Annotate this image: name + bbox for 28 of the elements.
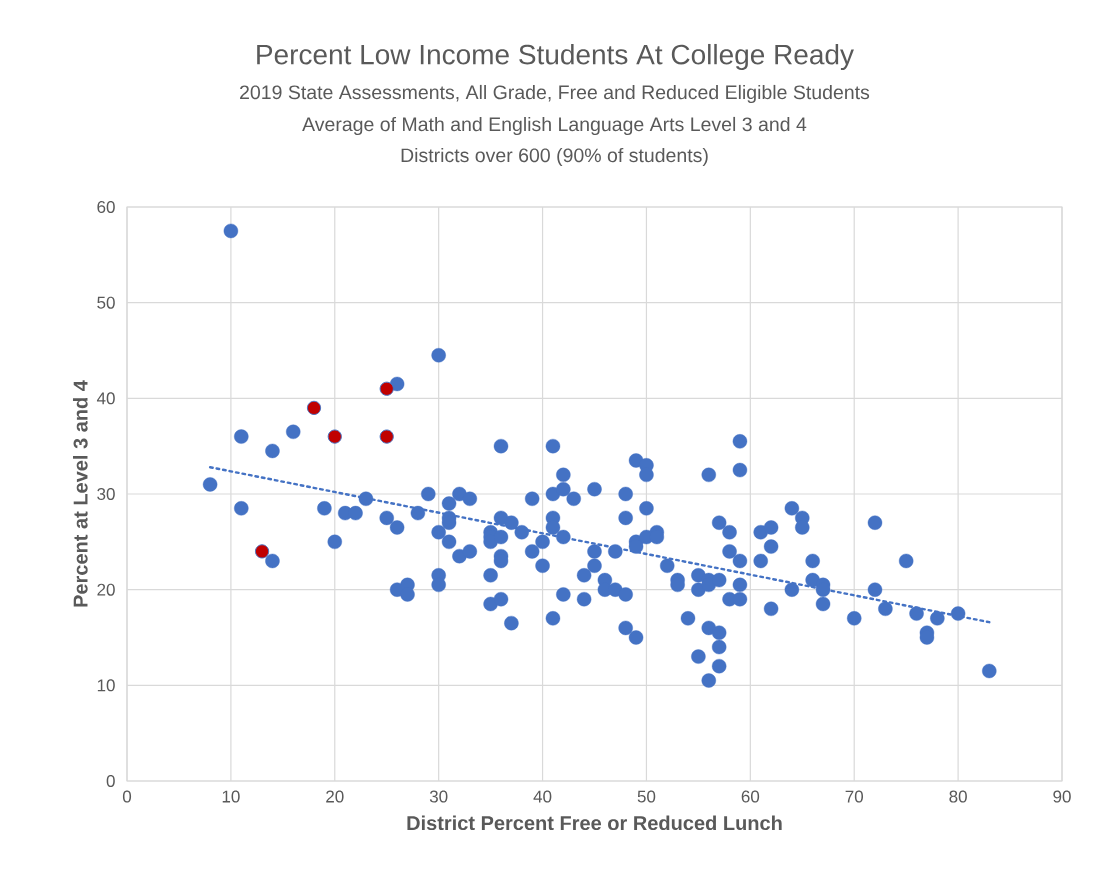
x-tick-label: 80 xyxy=(949,790,967,803)
x-tick-label: 40 xyxy=(533,790,552,803)
chart-title: Percent Low Income Students At College Ready xyxy=(257,43,854,71)
x-tick-label: 0 xyxy=(122,790,132,803)
point xyxy=(254,544,270,559)
x-tick-label: 20 xyxy=(326,790,344,803)
chart-subtitle: 2019 State Assessments, All Grade, Free and Reduced Eligible Students xyxy=(240,84,870,104)
text: Districts over 600 (90% of students) xyxy=(401,147,708,167)
point xyxy=(327,429,342,444)
x-tick-label: 60 xyxy=(741,790,760,803)
y-tick-label: 30 xyxy=(97,487,115,501)
point xyxy=(306,400,322,415)
y-axis-title: Percent at Level 3 and 4 xyxy=(72,380,88,607)
x-axis-title: District Percent Free or Reduced Lunch xyxy=(407,815,782,831)
y-tick-label: 10 xyxy=(97,679,115,692)
x-tick-label: 10 xyxy=(222,790,240,803)
x-tick-label: 30 xyxy=(429,790,448,803)
y-tick-label: 60 xyxy=(97,200,115,214)
text: Average of Math and English Language Arts Level 3 and 4 xyxy=(302,116,807,136)
y-tick-label: 20 xyxy=(97,583,115,596)
y-tick-label: 50 xyxy=(97,296,115,309)
x-tick-label: 90 xyxy=(1053,790,1071,803)
x-tick-label: 70 xyxy=(845,790,864,803)
y-tick-label: 0 xyxy=(106,774,115,788)
point xyxy=(379,381,394,396)
x-tick-label: 50 xyxy=(637,790,656,803)
y-tick-label: 40 xyxy=(96,392,115,405)
point xyxy=(379,429,394,444)
